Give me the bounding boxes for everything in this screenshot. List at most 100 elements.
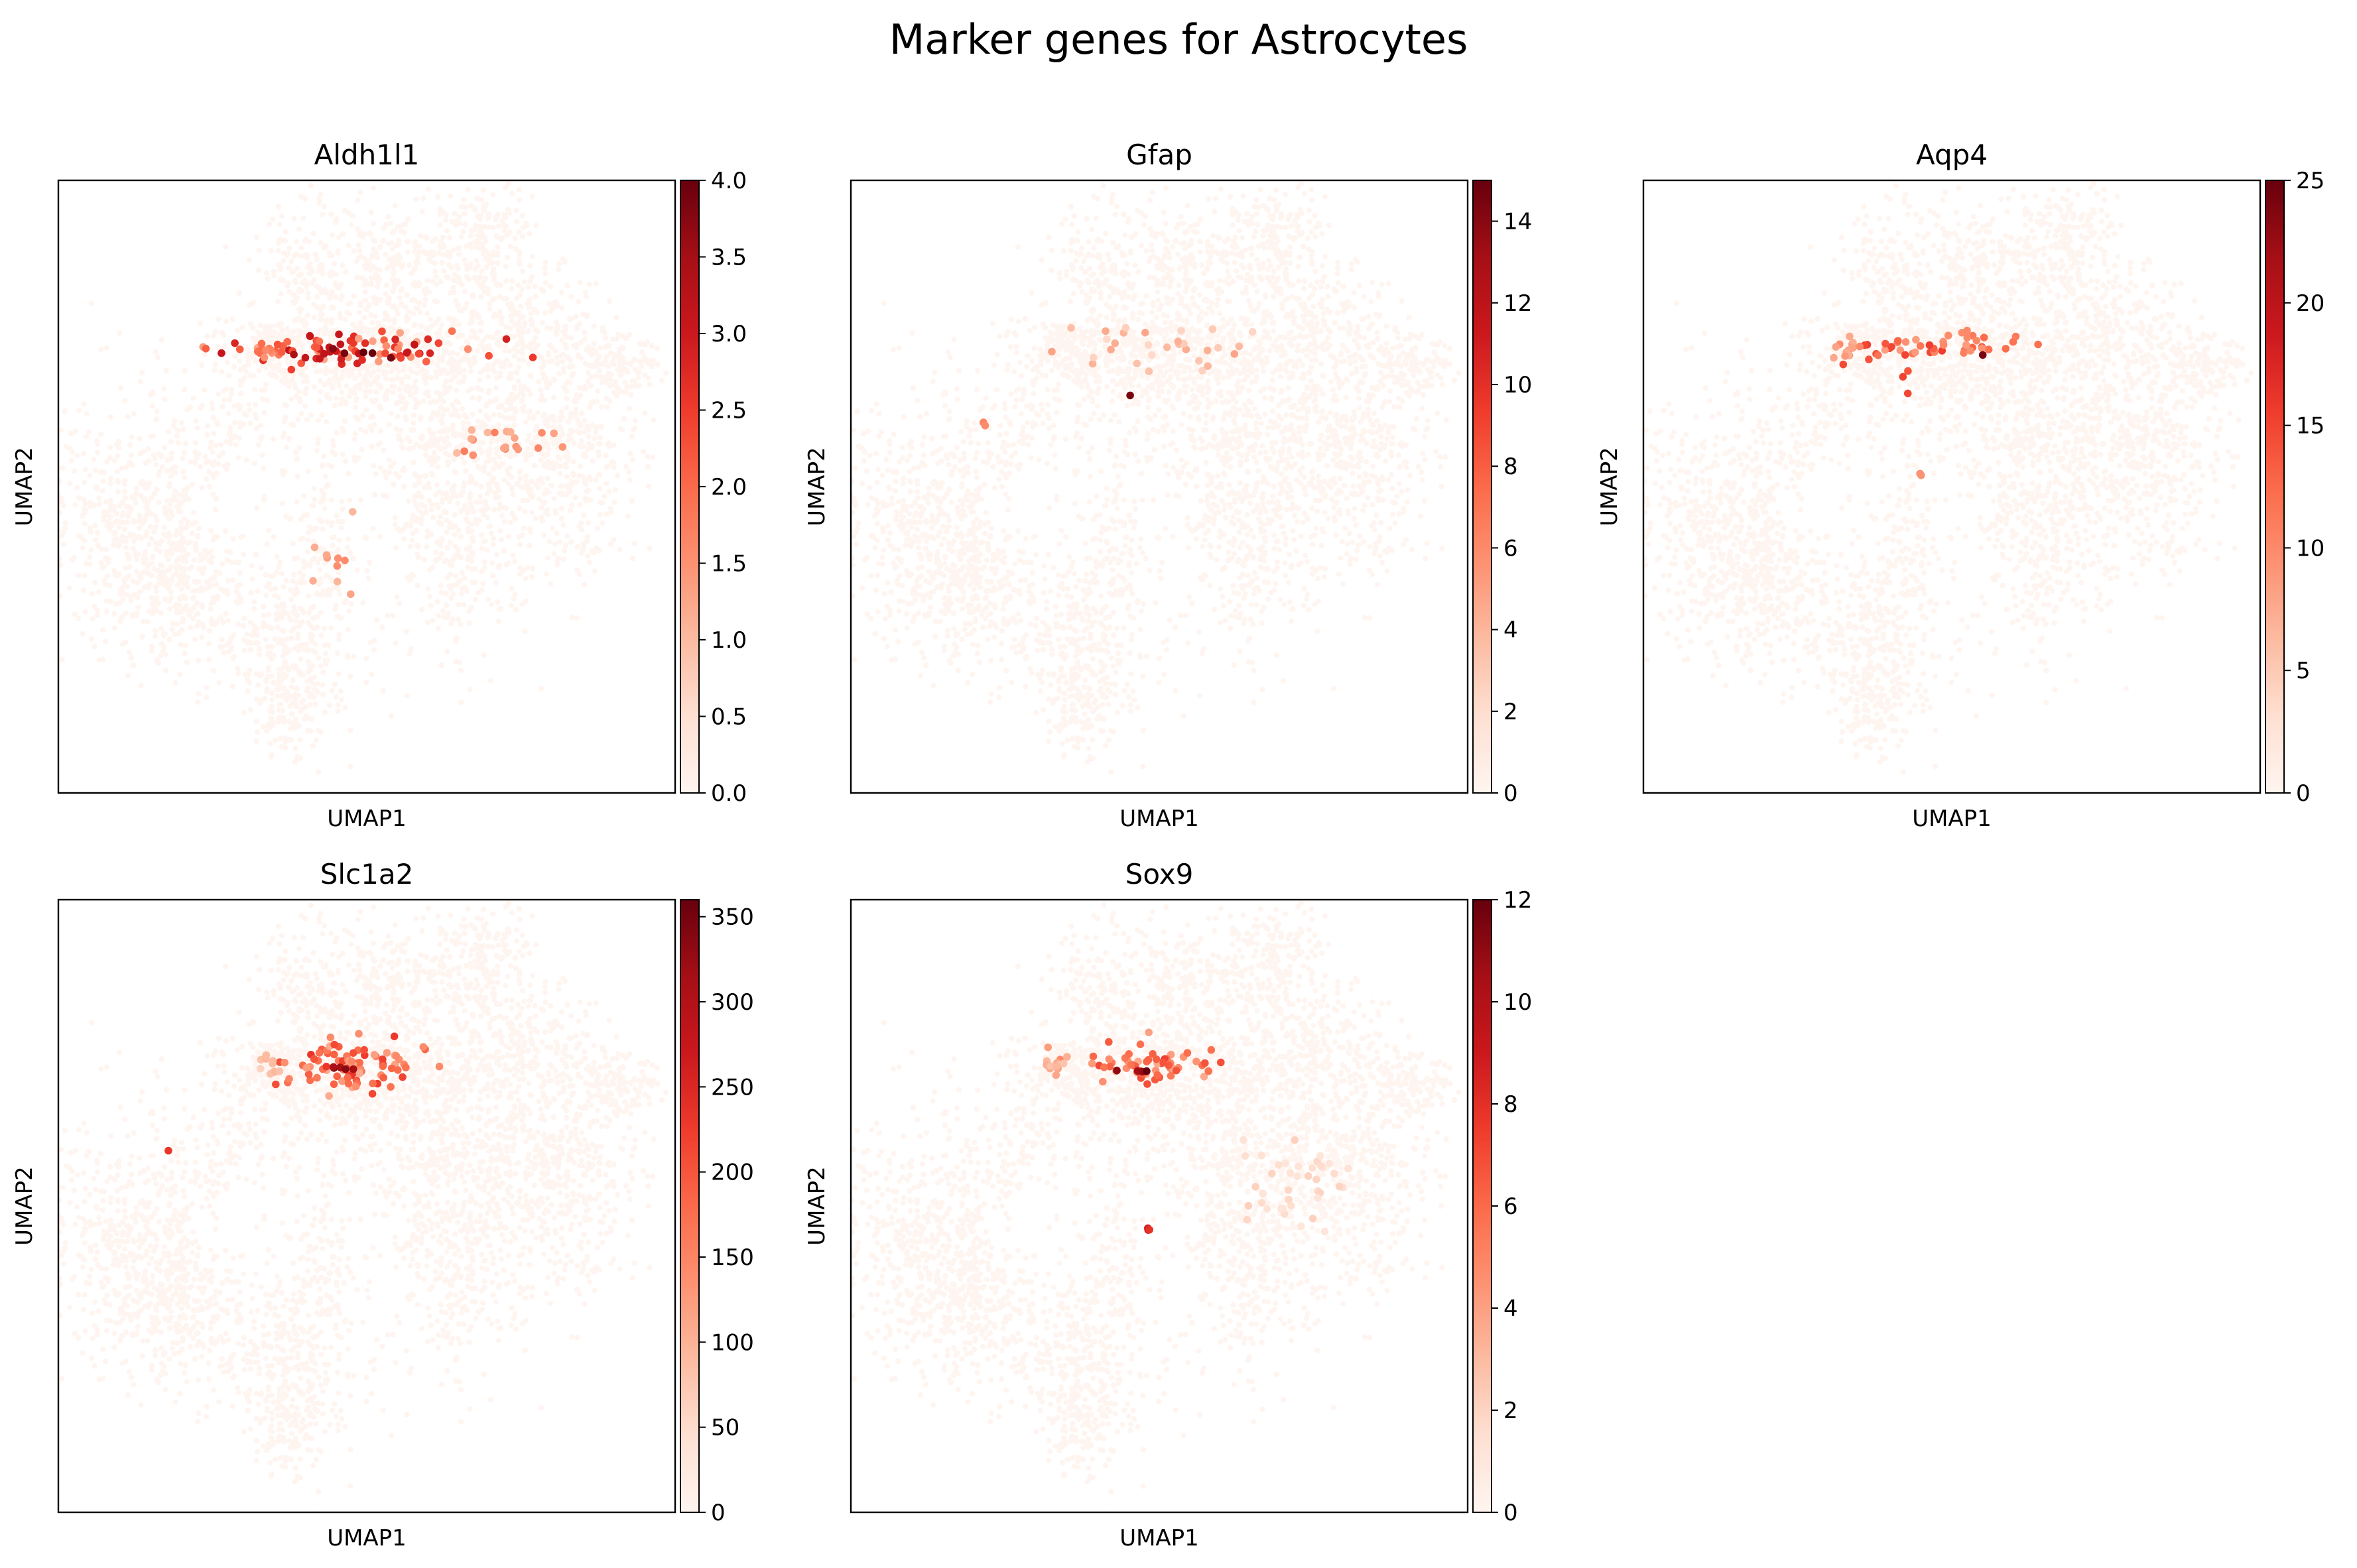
cell-point — [255, 267, 262, 273]
cell-point — [311, 485, 317, 491]
cell-point — [472, 239, 478, 245]
cell-point — [521, 279, 527, 285]
cell-point — [469, 316, 475, 322]
cell-point — [320, 211, 326, 217]
cell-point — [486, 471, 492, 477]
cell-point — [954, 396, 960, 402]
cell-point — [909, 330, 915, 336]
cell-point — [181, 516, 188, 522]
cell-point — [631, 540, 637, 547]
cell-point — [34, 527, 40, 532]
cell-point — [647, 545, 653, 552]
cell-point — [392, 202, 398, 209]
cell-point — [617, 358, 623, 364]
cell-point — [205, 422, 211, 429]
cell-point — [346, 470, 352, 477]
cell-point — [348, 222, 354, 228]
cell-point — [612, 379, 618, 385]
cell-point — [483, 275, 489, 281]
cell-point — [342, 208, 348, 213]
cell-point — [200, 605, 206, 611]
cell-point — [107, 503, 114, 509]
expressing-cell-point — [422, 357, 430, 366]
cell-point — [245, 672, 252, 678]
cell-point — [943, 528, 950, 535]
cell-point — [306, 610, 312, 616]
cell-point — [879, 525, 886, 531]
cell-point — [484, 547, 490, 553]
cell-point — [218, 369, 225, 375]
cell-point — [465, 564, 471, 570]
cell-point — [247, 646, 253, 653]
cell-point — [82, 609, 88, 615]
cell-point — [310, 743, 316, 749]
expressing-cell-point — [394, 345, 402, 353]
cell-point — [573, 314, 579, 320]
cell-point — [526, 409, 532, 415]
cell-point — [424, 310, 430, 317]
cell-point — [478, 493, 483, 499]
cell-point — [613, 314, 619, 321]
cell-point — [373, 389, 379, 395]
cell-point — [447, 572, 454, 577]
cell-point — [153, 461, 159, 467]
cell-point — [393, 640, 399, 646]
cell-point — [416, 478, 422, 484]
cell-point — [486, 485, 493, 491]
cell-point — [654, 345, 661, 352]
cell-point — [880, 503, 886, 509]
cell-point — [344, 544, 351, 551]
cell-point — [435, 464, 441, 470]
cell-point — [934, 481, 940, 487]
cell-point — [208, 439, 214, 446]
cell-point — [267, 371, 273, 377]
cell-point — [123, 575, 129, 581]
cell-point — [825, 570, 830, 575]
cell-point — [372, 492, 378, 498]
cell-point — [960, 589, 966, 595]
cell-point — [548, 325, 554, 332]
cell-point — [132, 495, 138, 501]
cell-point — [103, 345, 109, 351]
cell-point — [519, 233, 526, 239]
cell-point — [226, 373, 232, 379]
cell-point — [600, 520, 605, 526]
cell-point — [185, 519, 191, 525]
cell-point — [505, 207, 511, 213]
cell-point — [208, 618, 214, 624]
cell-point — [422, 251, 428, 257]
cell-point — [196, 525, 202, 531]
cell-point — [299, 341, 306, 347]
cell-point — [192, 519, 199, 525]
cell-point — [493, 552, 500, 558]
cell-point — [896, 546, 902, 552]
cell-point — [523, 419, 529, 425]
cell-point — [600, 361, 605, 367]
cell-point — [99, 565, 105, 571]
cell-point — [465, 187, 472, 193]
cell-point — [891, 560, 897, 566]
cell-point — [315, 436, 321, 442]
cell-point — [897, 558, 903, 564]
cell-point — [313, 525, 320, 531]
cell-point — [76, 572, 82, 579]
cell-point — [468, 310, 474, 316]
cell-point — [385, 388, 391, 394]
cell-point — [44, 463, 49, 468]
cell-point — [452, 512, 458, 518]
cell-point — [974, 474, 980, 481]
cell-point — [479, 546, 485, 552]
cell-point — [199, 402, 205, 408]
cell-point — [391, 317, 397, 323]
cell-point — [435, 625, 441, 631]
cell-point — [511, 596, 517, 602]
cell-point — [285, 280, 291, 286]
cell-point — [491, 369, 497, 375]
cell-point — [87, 554, 93, 560]
cell-point — [327, 271, 333, 276]
cell-point — [174, 433, 180, 439]
cell-point — [178, 420, 185, 426]
cell-point — [887, 438, 893, 444]
cell-point — [885, 537, 891, 543]
cell-point — [418, 516, 424, 522]
